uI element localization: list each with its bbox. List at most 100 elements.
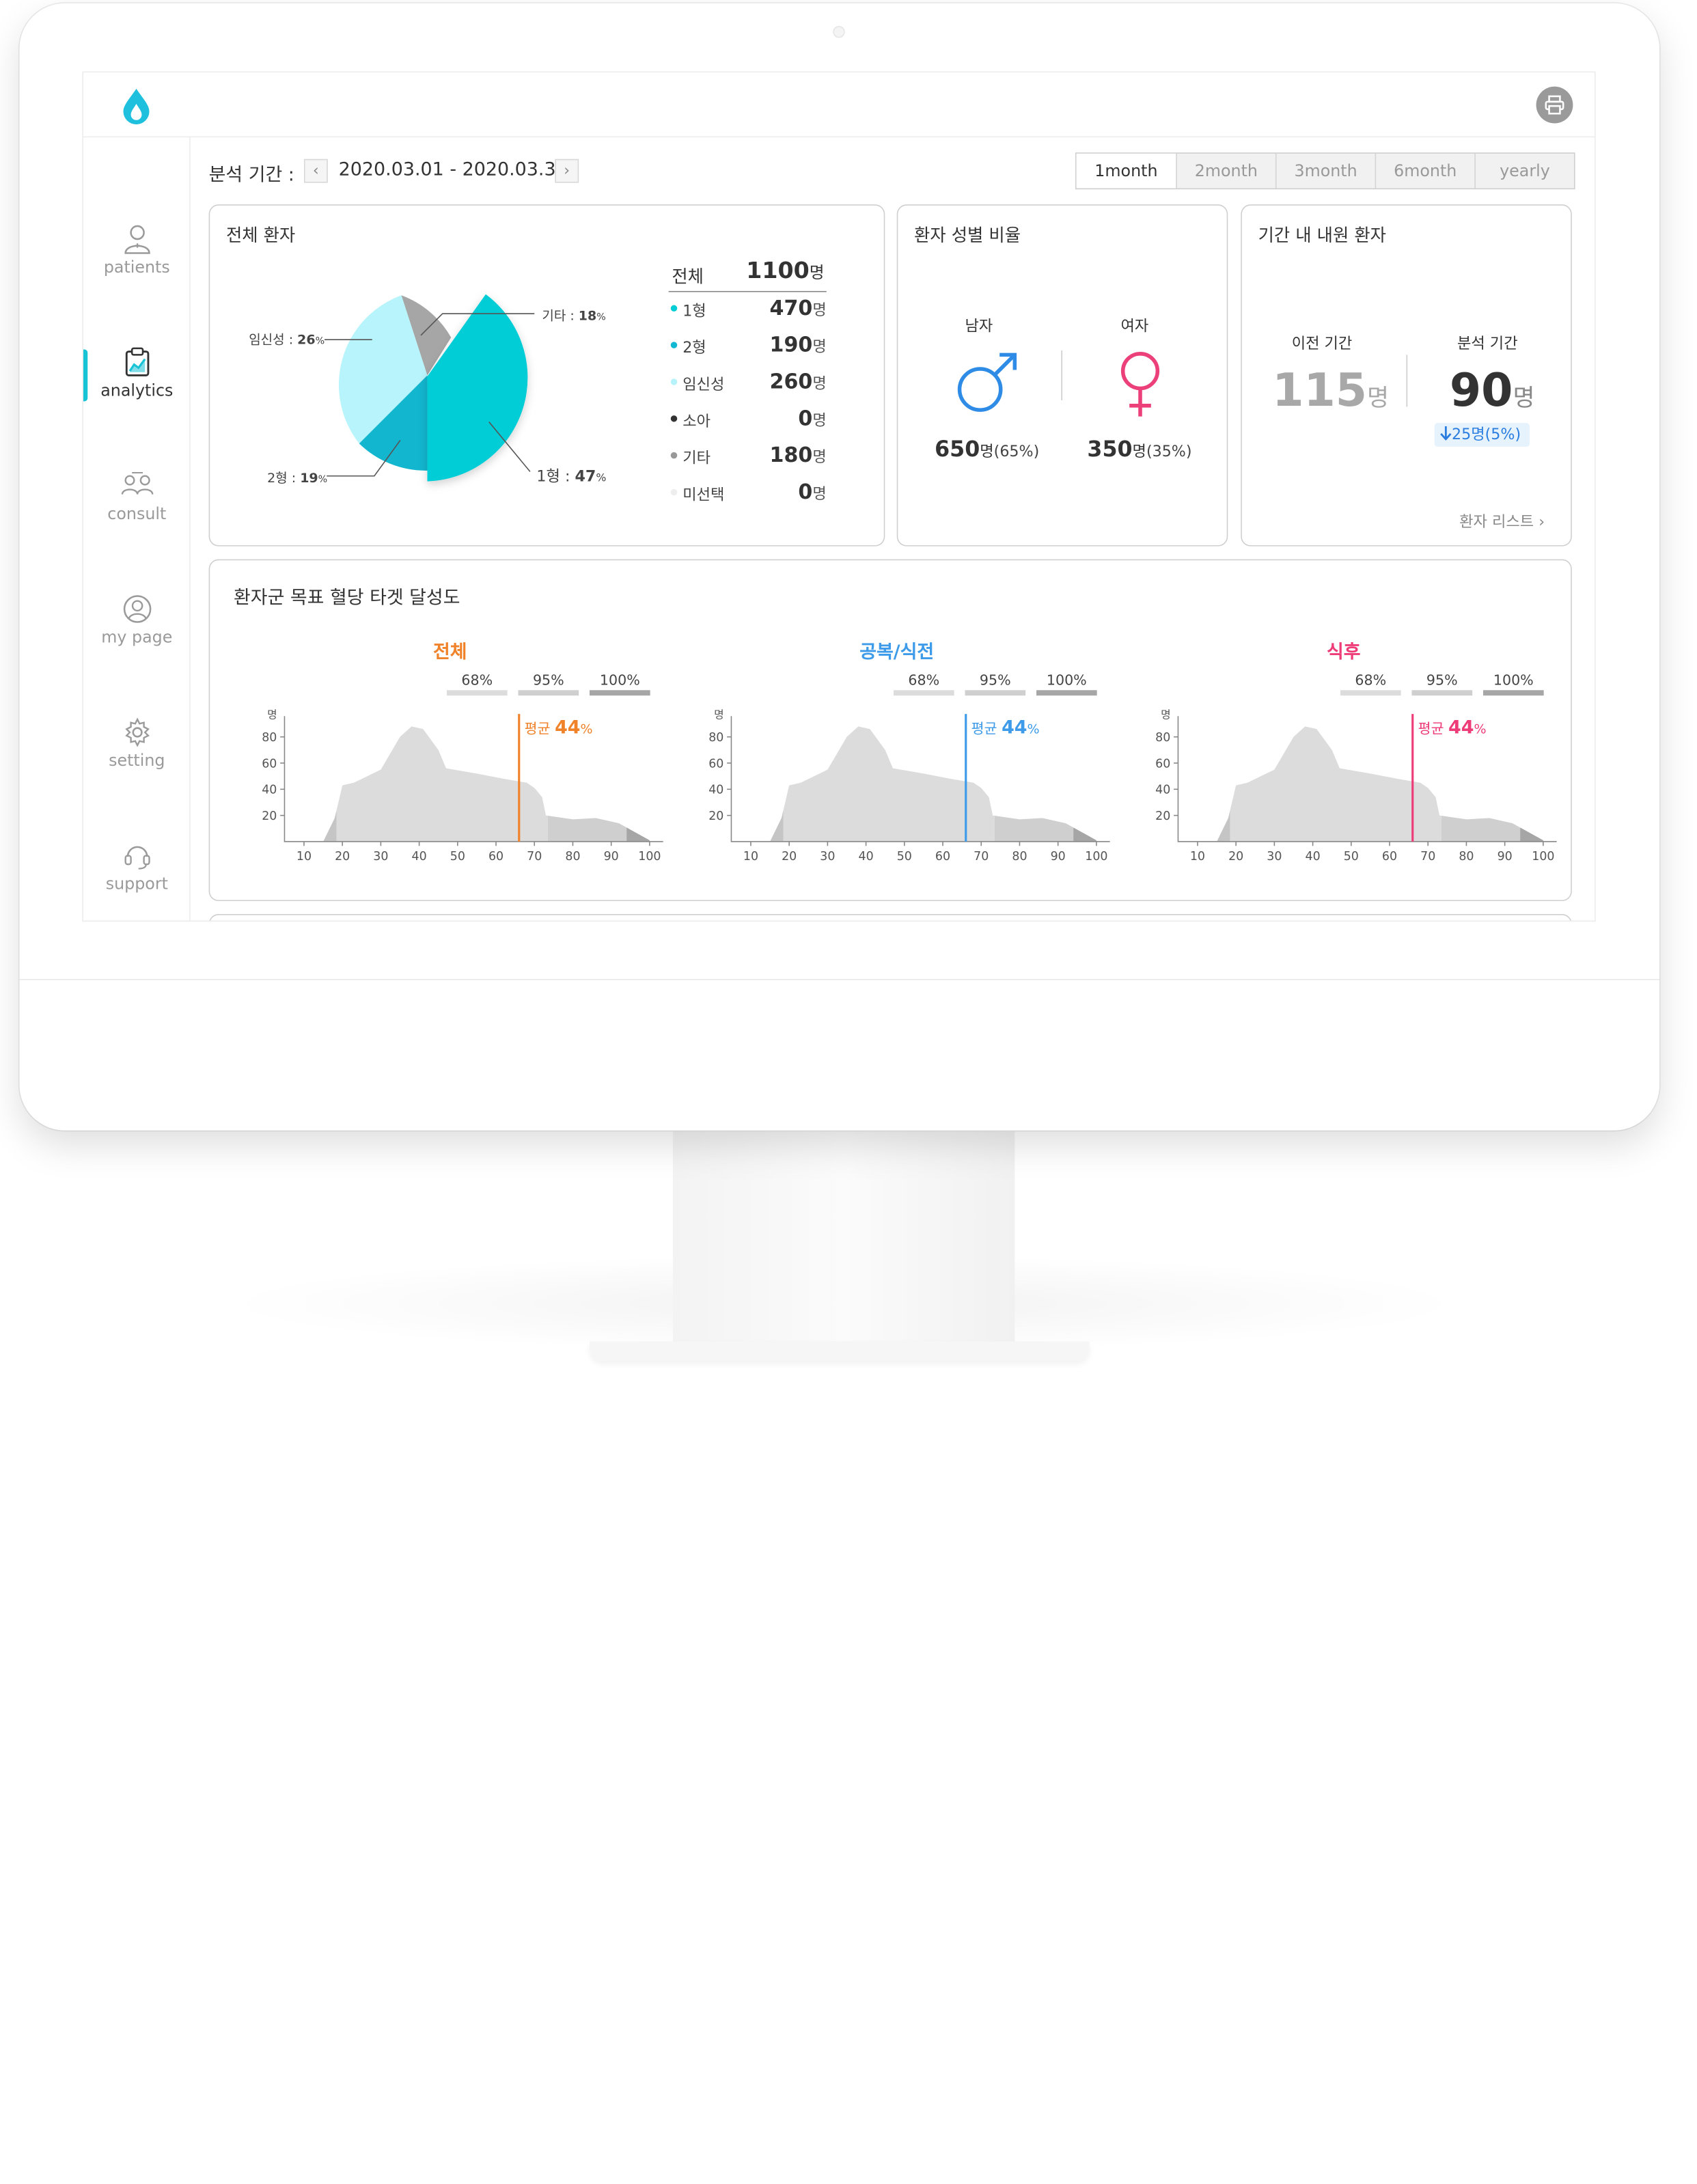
tab-3month[interactable]: 3month [1275, 153, 1375, 189]
period-next-button[interactable]: › [555, 158, 579, 183]
visits-divider [1406, 355, 1408, 407]
nav-analytics[interactable]: analytics [83, 347, 191, 400]
x-tick-label: 60 [488, 850, 503, 863]
range-legend-item: 95% [1411, 673, 1473, 696]
y-tick-label: 80 [708, 731, 723, 745]
nav-consult[interactable]: consult [83, 471, 191, 524]
consult-icon [120, 471, 153, 495]
x-tick-label: 90 [604, 850, 619, 863]
legend-dot [670, 452, 678, 459]
pie-label-type1-unit: % [596, 472, 607, 485]
gender-divider [1061, 350, 1062, 400]
legend-row: 소아 0명 [669, 402, 827, 439]
legend-unit: 명 [812, 485, 827, 503]
gender-ratio-title: 환자 성별 비율 [914, 225, 1021, 246]
pie-label-gestational-unit: % [315, 336, 325, 348]
camera-icon [833, 26, 845, 38]
nav-patients[interactable]: patients [83, 224, 191, 277]
legend-unit: 명 [812, 449, 827, 467]
print-button[interactable] [1536, 86, 1573, 124]
nav-patients-label: patients [103, 257, 170, 277]
tab-1month[interactable]: 1month [1076, 153, 1176, 189]
x-tick-label: 50 [1344, 850, 1359, 863]
clipboard-chart-icon [125, 347, 149, 376]
x-tick-label: 20 [335, 850, 350, 863]
nav-support[interactable]: support [83, 840, 191, 894]
x-tick-label: 40 [1305, 850, 1320, 863]
pie-label-type2-name: 2형 : [267, 470, 301, 486]
x-tick-label: 70 [527, 850, 542, 863]
pie-label-gestational-pct: 26 [297, 332, 316, 348]
pie-label-type1-pct: 47 [575, 468, 596, 486]
pie-label-type1-name: 1형 : [536, 468, 575, 486]
x-tick-label: 90 [1498, 850, 1513, 863]
chart-title: 식후 [1326, 641, 1361, 663]
arrow-down-icon [1440, 426, 1452, 441]
tab-2month[interactable]: 2month [1176, 153, 1275, 189]
male-label: 남자 [965, 318, 993, 335]
x-tick-label: 100 [638, 850, 661, 863]
period-visits-card: 기간 내 내원 환자 이전 기간 분석 기간 115명 90명 25명(5%) … [1241, 204, 1572, 547]
chart-title: 전체 [432, 641, 467, 663]
range-tabs: 1month 2month 3month 6month yearly [1075, 152, 1575, 190]
legend-value: 470명 [770, 296, 827, 320]
monitor-stand [672, 1130, 1015, 1358]
user-circle-icon [123, 595, 151, 623]
period-range: 2020.03.01 - 2020.03.31 [338, 158, 568, 181]
female-label: 여자 [1120, 318, 1149, 335]
total-patients-title: 전체 환자 [225, 225, 296, 246]
headset-icon [124, 846, 150, 870]
legend-name: 1형 [682, 303, 706, 320]
legend-dot [670, 342, 678, 348]
tab-yearly[interactable]: yearly [1474, 153, 1574, 189]
sidebar: patients analytics consult my page setti… [83, 137, 191, 921]
distribution-area [994, 816, 1074, 842]
tab-6month[interactable]: 6month [1375, 153, 1475, 189]
nav-consult-label: consult [107, 503, 167, 524]
x-tick-label: 40 [859, 850, 874, 863]
app-screen: patients analytics consult my page setti… [82, 71, 1596, 922]
x-tick-label: 50 [897, 850, 912, 863]
x-tick-label: 30 [820, 850, 835, 863]
nav-analytics-label: analytics [100, 381, 174, 400]
total-patients-card: 전체 환자 기타 : 18% 임신성 : 26% 2형 : 19% 1형 : 4… [208, 204, 885, 547]
legend-row: 1형 470명 [669, 292, 827, 329]
y-tick-label: 60 [262, 757, 277, 771]
female-count-pct: (35%) [1146, 443, 1192, 461]
nav-my-page[interactable]: my page [83, 594, 191, 647]
average-label: 평균 44% [1418, 717, 1487, 738]
legend-row: 기타 180명 [669, 439, 827, 476]
legend-number: 470 [769, 296, 813, 320]
female-symbol-icon [1120, 352, 1160, 417]
range-legend-item: 100% [590, 673, 650, 696]
patient-icon [124, 225, 150, 254]
legend-total-unit: 명 [809, 262, 825, 283]
average-label: 평균 44% [525, 717, 593, 738]
period-prev-button[interactable]: ‹ [303, 158, 328, 183]
legend-unit: 명 [812, 375, 827, 393]
legend-name: 임신성 [682, 376, 725, 394]
patient-list-link[interactable]: 환자 리스트 › [1459, 514, 1545, 531]
drop-logo-icon[interactable] [121, 87, 151, 125]
x-tick-label: 10 [296, 850, 312, 863]
previous-period-label: 이전 기간 [1291, 335, 1353, 353]
target-chart: 식후 68% 95% 100% 명 20 40 60 80 10 20 30 40 50 60 70 80 90 1… [1127, 625, 1560, 885]
x-tick-label: 30 [1267, 850, 1282, 863]
distribution-area [783, 726, 995, 842]
distribution-area [547, 816, 627, 842]
legend-number: 190 [769, 333, 813, 357]
nav-setting[interactable]: setting [83, 717, 191, 770]
monitor-base [590, 1341, 1090, 1361]
target-chart: 전체 68% 95% 100% 명 20 40 60 80 10 20 30 40 50 60 70 80 90 1… [234, 625, 666, 885]
distribution-area [1441, 816, 1521, 842]
x-tick-label: 100 [1532, 850, 1554, 863]
legend-row: 미선택 0명 [669, 476, 827, 513]
pie-label-type2: 2형 : 19% [267, 469, 327, 487]
x-tick-label: 60 [1382, 850, 1397, 863]
pie-label-type2-unit: % [318, 475, 328, 486]
male-count: 650명(65%) [935, 436, 1039, 462]
distribution-area [1073, 827, 1096, 842]
previous-period-count: 115명 [1272, 363, 1389, 417]
pie-label-other-name: 기타 : [542, 308, 579, 324]
